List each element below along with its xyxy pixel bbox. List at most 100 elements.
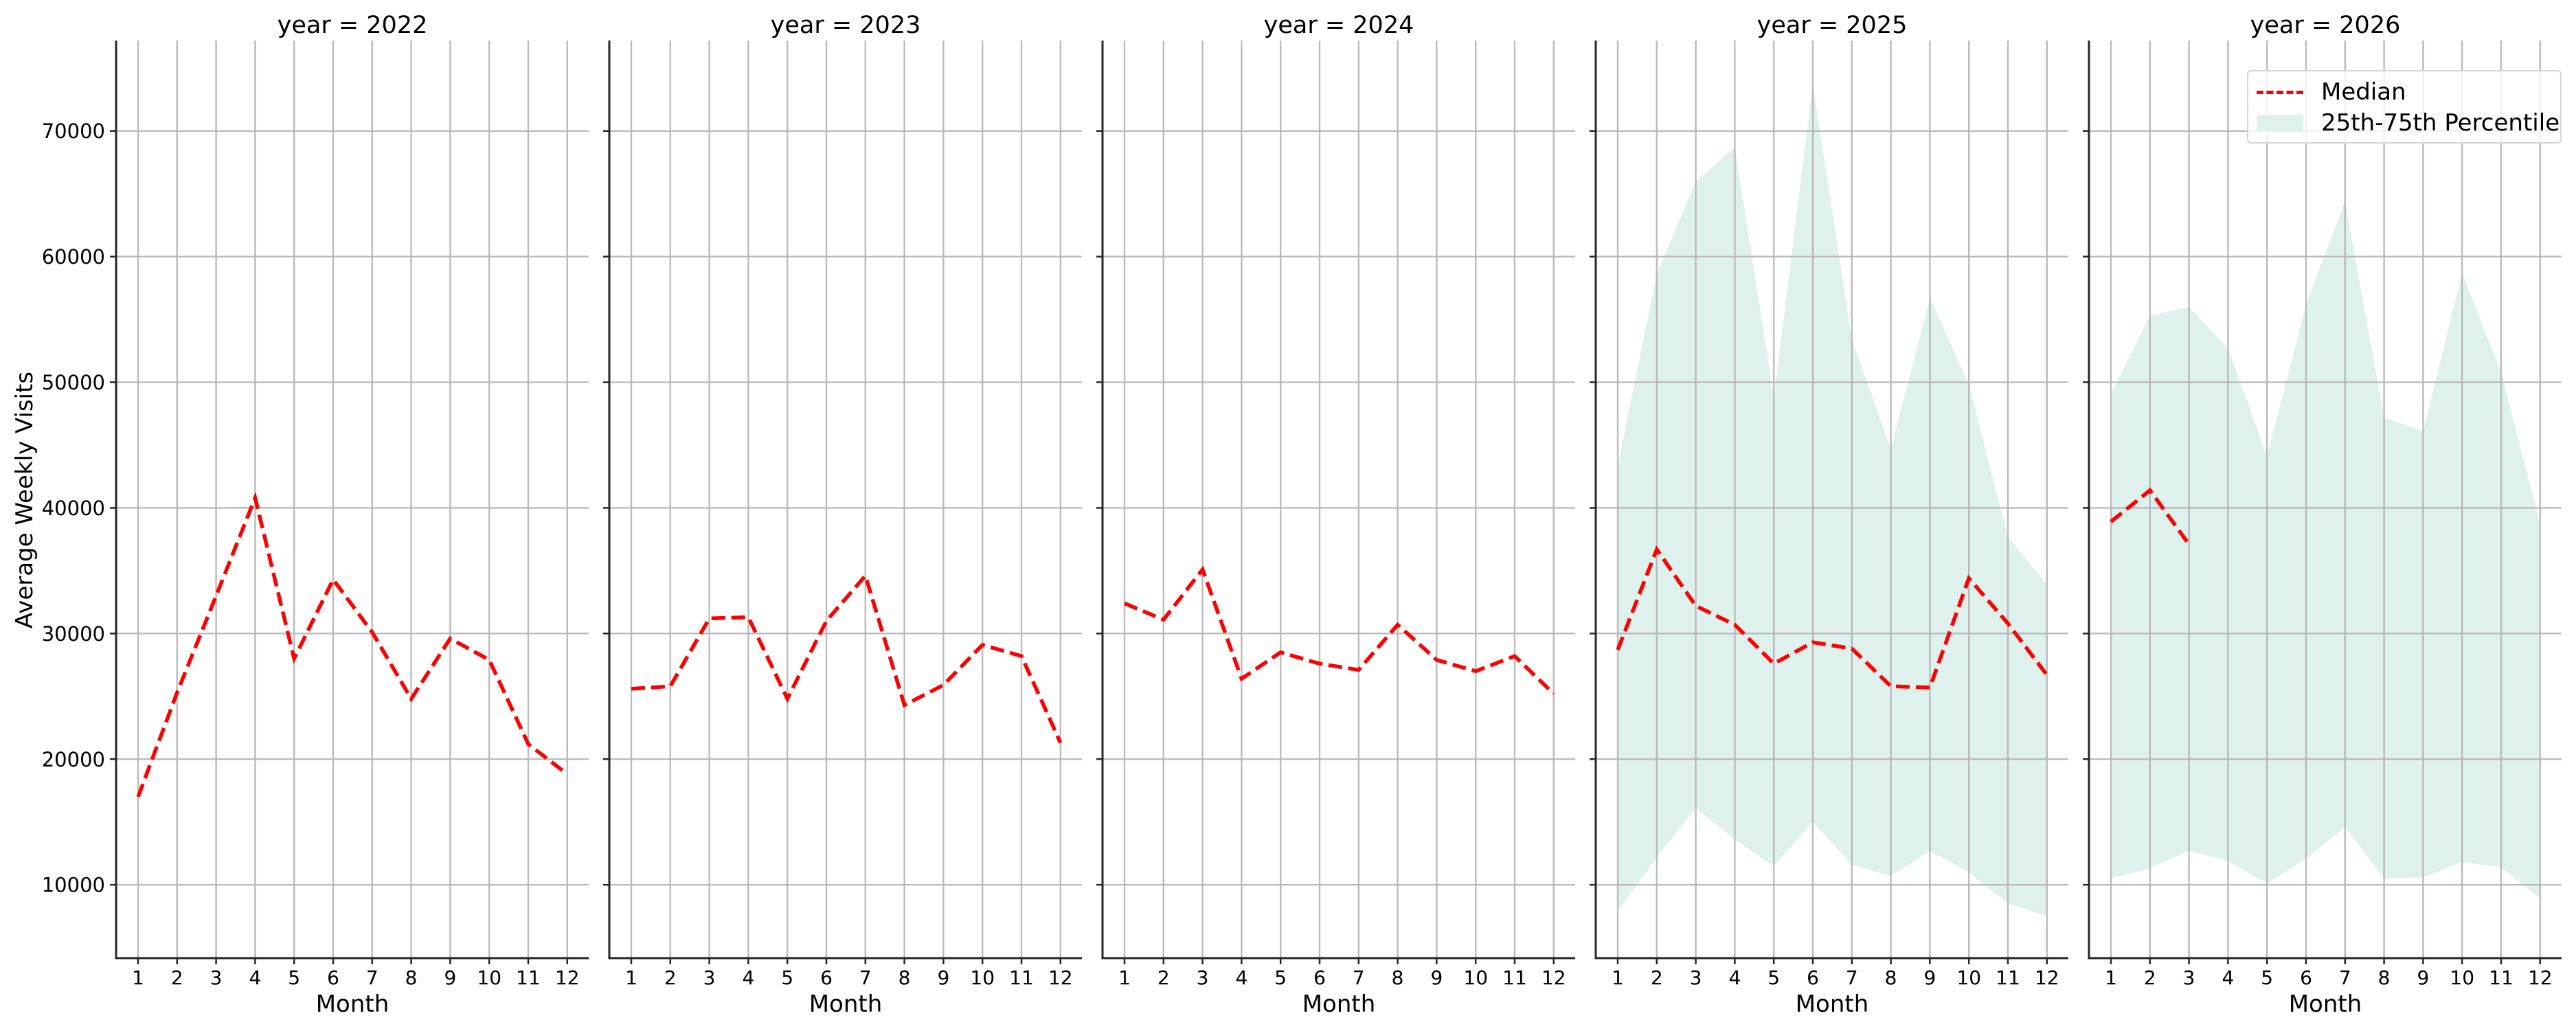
x-tick-label: 12 (555, 966, 580, 989)
y-tick-label: 60000 (42, 245, 105, 269)
y-tick-label: 20000 (42, 748, 105, 771)
x-tick-label: 6 (1807, 966, 1819, 989)
panel-title: year = 2022 (278, 12, 428, 39)
x-tick-label: 3 (2183, 966, 2195, 989)
y-tick-label: 70000 (42, 120, 105, 143)
x-tick-label: 5 (781, 966, 793, 989)
x-tick-label: 11 (516, 966, 541, 989)
x-tick-label: 5 (1274, 966, 1287, 989)
filled-band-swatch-icon (2257, 115, 2303, 131)
x-tick-label: 8 (1392, 966, 1404, 989)
x-tick-label: 8 (2378, 966, 2391, 989)
x-tick-label: 11 (1009, 966, 1034, 989)
x-tick-label: 9 (1923, 966, 1936, 989)
x-tick-label: 6 (1313, 966, 1326, 989)
x-tick-label: 9 (2417, 966, 2429, 989)
x-tick-label: 12 (1541, 966, 1566, 989)
x-tick-label: 12 (2528, 966, 2553, 989)
x-tick-label: 5 (288, 966, 300, 989)
x-tick-label: 7 (859, 966, 872, 989)
x-tick-label: 9 (444, 966, 456, 989)
gridlines (1103, 41, 1575, 958)
x-tick-label: 2 (664, 966, 677, 989)
x-tick-label: 9 (1430, 966, 1443, 989)
x-tick-label: 11 (2489, 966, 2513, 989)
x-axis-label: Month (1302, 990, 1376, 1018)
median-line (136, 491, 569, 798)
x-tick-label: 10 (1463, 966, 1488, 989)
x-tick-label: 7 (1846, 966, 1858, 989)
x-tick-label: 4 (742, 966, 754, 989)
x-tick-label: 1 (1118, 966, 1131, 989)
x-tick-label: 1 (625, 966, 637, 989)
x-tick-label: 4 (2222, 966, 2234, 989)
y-tick-label: 50000 (42, 371, 105, 394)
y-axis-label: Average Weekly Visits (11, 371, 38, 629)
x-tick-label: 2 (1651, 966, 1663, 989)
x-tick-label: 1 (2105, 966, 2117, 989)
legend-label-median: Median (2321, 78, 2406, 106)
dashed-line-swatch-icon (2257, 90, 2303, 94)
gridlines (116, 41, 589, 958)
percentile-band (1618, 84, 2047, 916)
legend: Median 25th-75th Percentile (2247, 70, 2562, 144)
x-tick-label: 10 (477, 966, 501, 989)
gridlines (609, 41, 1082, 958)
x-tick-label: 1 (132, 966, 144, 989)
x-axis-label: Month (316, 990, 389, 1018)
median-line (1123, 565, 1555, 696)
panel-title: year = 2024 (1264, 12, 1414, 39)
median-line (2110, 487, 2191, 546)
x-tick-label: 10 (970, 966, 995, 989)
x-tick-label: 4 (1235, 966, 1247, 989)
x-tick-label: 3 (210, 966, 223, 989)
panel-title: year = 2023 (771, 12, 921, 39)
x-tick-label: 8 (1885, 966, 1897, 989)
x-tick-label: 1 (1612, 966, 1624, 989)
gridlines (1596, 41, 2068, 958)
legend-label-percentile: 25th-75th Percentile (2321, 109, 2560, 137)
median-line (1616, 545, 2048, 690)
median-line (631, 571, 1063, 744)
x-tick-label: 6 (327, 966, 339, 989)
panel-title: year = 2026 (2250, 12, 2401, 39)
x-tick-label: 10 (2450, 966, 2474, 989)
x-tick-label: 11 (1996, 966, 2020, 989)
x-tick-label: 10 (1956, 966, 1981, 989)
x-tick-label: 2 (171, 966, 183, 989)
x-tick-label: 7 (2339, 966, 2351, 989)
x-tick-label: 6 (2300, 966, 2312, 989)
y-tick-label: 40000 (42, 497, 105, 520)
y-tick-label: 10000 (42, 874, 105, 897)
x-tick-label: 12 (2035, 966, 2059, 989)
x-tick-label: 8 (899, 966, 911, 989)
x-tick-label: 6 (820, 966, 833, 989)
panel-title: year = 2025 (1757, 12, 1908, 39)
x-tick-label: 7 (366, 966, 379, 989)
x-tick-label: 3 (703, 966, 716, 989)
x-tick-label: 2 (1157, 966, 1170, 989)
y-tick-label: 30000 (42, 622, 105, 646)
x-tick-label: 2 (2144, 966, 2156, 989)
x-tick-label: 5 (2261, 966, 2273, 989)
x-tick-label: 5 (1767, 966, 1780, 989)
x-axis-label: Month (1796, 990, 1869, 1018)
x-tick-label: 12 (1048, 966, 1073, 989)
x-tick-label: 11 (1502, 966, 1527, 989)
x-tick-label: 8 (405, 966, 418, 989)
gridlines (2089, 41, 2562, 958)
x-tick-label: 3 (1197, 966, 1209, 989)
x-tick-label: 4 (1728, 966, 1741, 989)
x-tick-label: 7 (1353, 966, 1365, 989)
x-axis-label: Month (2289, 990, 2362, 1018)
x-tick-label: 3 (1690, 966, 1702, 989)
x-tick-label: 4 (249, 966, 261, 989)
percentile-band (2111, 201, 2540, 899)
x-axis-label: Month (809, 990, 883, 1018)
